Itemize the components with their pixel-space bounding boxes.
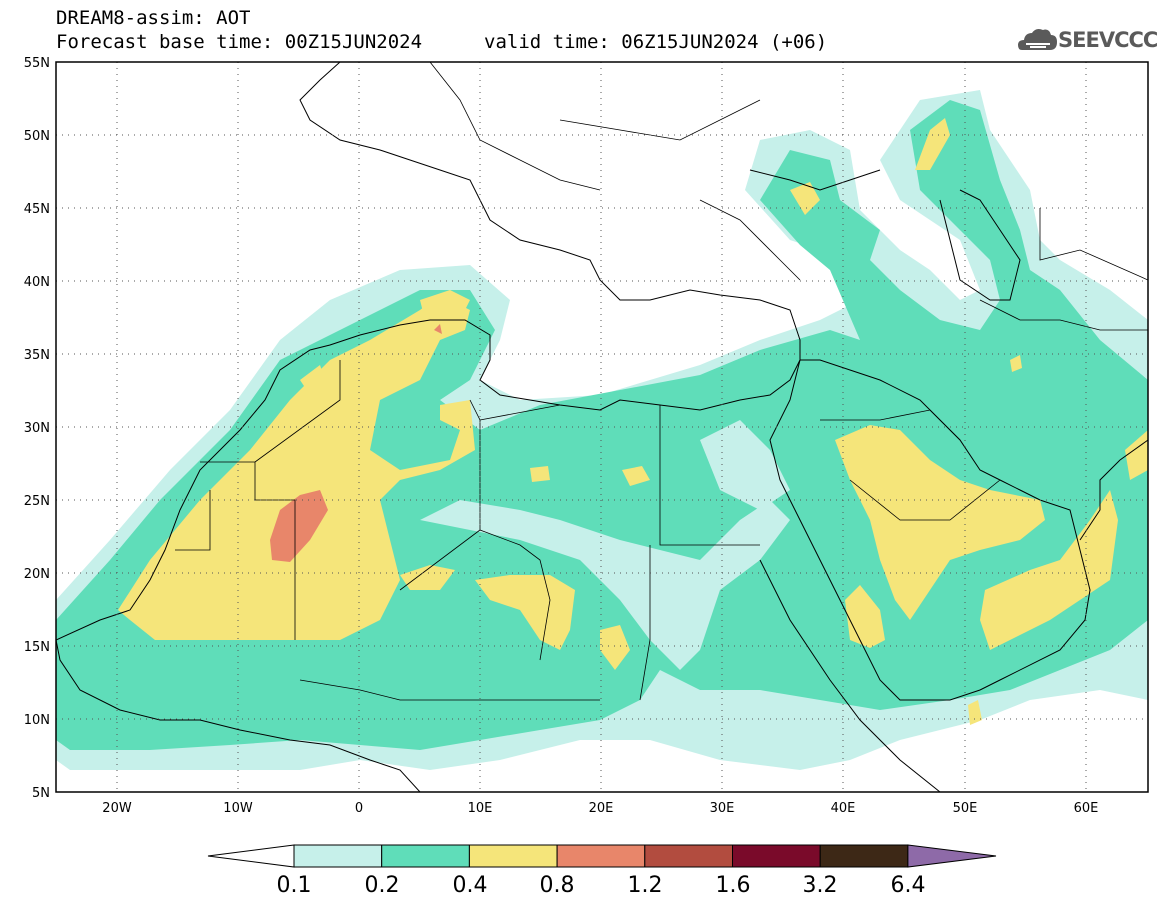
aot-band-0.4-ma xyxy=(300,365,325,395)
aot-band-0.4-chad xyxy=(475,575,575,650)
lat-label: 30N xyxy=(24,421,50,436)
aot-band-0.4-arabia xyxy=(835,425,1045,620)
aot-band-0.8-dz xyxy=(434,324,442,334)
aot-band-0.4-sudan xyxy=(600,625,630,670)
lon-label: 60E xyxy=(1074,801,1099,816)
lon-label: 10E xyxy=(468,801,493,816)
country-borders xyxy=(175,62,1148,701)
aot-field xyxy=(56,90,1148,770)
aot-band-0.8 xyxy=(270,490,328,562)
forecast-base-time: Forecast base time: 00Z15JUN2024 xyxy=(56,31,423,53)
aot-band-0.4-libya xyxy=(530,466,550,482)
aot-band-0.4-crimea xyxy=(790,182,820,215)
lat-label: 35N xyxy=(24,348,50,363)
lon-label: 20W xyxy=(102,801,132,816)
lon-label: 50E xyxy=(953,801,978,816)
lat-label: 45N xyxy=(24,202,50,217)
lat-label: 5N xyxy=(32,786,50,801)
aot-low-pocket-2 xyxy=(700,420,790,510)
map-frame xyxy=(55,61,1149,793)
aot-low-pocket xyxy=(420,500,790,670)
lat-label: 20N xyxy=(24,567,50,582)
aot-band-0.4-west xyxy=(118,295,475,640)
lat-label: 50N xyxy=(24,129,50,144)
valid-time: valid time: 06Z15JUN2024 (+06) xyxy=(484,31,828,53)
lat-label: 10N xyxy=(24,713,50,728)
lat-axis: 55N 50N 45N 40N 35N 30N 25N 20N 15N 10N … xyxy=(24,56,50,801)
map-title: DREAM8-assim: AOT xyxy=(56,7,251,29)
aot-band-0.4-somalia xyxy=(968,700,982,725)
lon-label: 10W xyxy=(223,801,253,816)
aot-band-0.4-egypt xyxy=(622,466,650,486)
graticule xyxy=(56,62,1148,792)
aot-band-0.4-iran xyxy=(1010,355,1022,372)
aot-band-0.4-niger xyxy=(400,565,455,590)
lat-label: 40N xyxy=(24,275,50,290)
lon-label: 40E xyxy=(831,801,856,816)
cloud-icon xyxy=(1018,29,1057,50)
lat-label: 15N xyxy=(24,640,50,655)
aot-band-0.4-pak xyxy=(1125,430,1148,480)
lon-label: 20E xyxy=(589,801,614,816)
logo-text: SEEVCCC xyxy=(1058,28,1158,52)
lon-axis: 20W 10W 0 10E 20E 30E 40E 50E 60E xyxy=(102,801,1098,816)
aot-band-0.4-eritrea xyxy=(845,585,885,648)
aot-band-0.4-caspian xyxy=(915,118,950,170)
lat-label: 55N xyxy=(24,56,50,71)
lat-label: 25N xyxy=(24,494,50,509)
lon-label: 0 xyxy=(355,801,363,816)
aot-band-0.4-oman xyxy=(980,490,1118,650)
lon-label: 30E xyxy=(710,801,735,816)
